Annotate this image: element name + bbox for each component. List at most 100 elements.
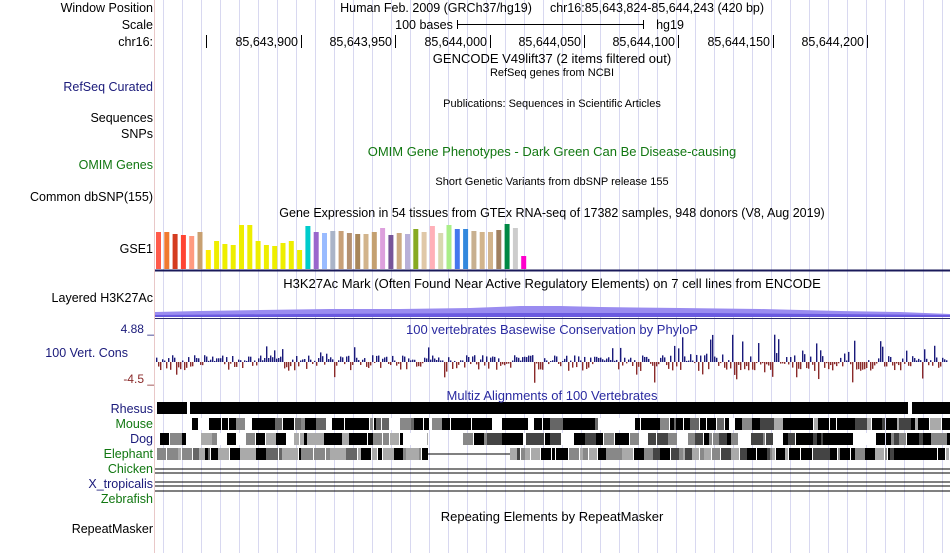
multiz-block-dog	[668, 433, 677, 445]
phylop-bar-positive	[616, 359, 618, 362]
phylop-bar-negative	[186, 362, 188, 368]
phylop-bar-positive	[644, 356, 646, 362]
phylop-bar-negative	[190, 362, 192, 367]
dbsnp-track-title[interactable]: Short Genetic Variants from dbSNP releas…	[435, 176, 669, 188]
phylop-bar-positive	[348, 355, 350, 362]
assembly-text: Human Feb. 2009 (GRCh37/hg19)	[340, 1, 532, 15]
phylop-bar-positive	[528, 355, 530, 362]
h3k27ac-track-title[interactable]: H3K27Ac Mark (Often Found Near Active Re…	[283, 276, 821, 291]
omim-track-label[interactable]: OMIM Genes	[78, 158, 153, 172]
gtex-bar	[496, 230, 502, 269]
multiz-block-mouse	[345, 418, 354, 430]
grid-line	[638, 0, 639, 553]
multiz-track-title[interactable]: Multiz Alignments of 100 Vertebrates	[446, 388, 658, 403]
multiz-block-mouse	[674, 418, 676, 430]
repeatmasker-track-title[interactable]: Repeating Elements by RepeatMasker	[440, 509, 664, 524]
phylop-bar-positive	[706, 353, 708, 362]
phylop-bar-negative	[406, 362, 408, 370]
phylop-bar-positive	[822, 356, 824, 362]
gtex-bar	[305, 226, 311, 269]
phylop-bar-positive	[206, 356, 208, 362]
phylop-bar-negative	[288, 362, 290, 371]
phylop-bar-positive	[466, 355, 468, 362]
gtex-track-title[interactable]: Gene Expression in 54 tissues from GTEx …	[279, 206, 825, 220]
multiz-block-mouse	[266, 418, 275, 430]
phylop-bar-positive	[682, 337, 684, 362]
gtex-bar	[322, 233, 327, 269]
multiz-block-dog	[639, 433, 648, 445]
multiz-block-dog	[665, 433, 668, 445]
multiz-species-dog[interactable]: Dog	[130, 432, 153, 446]
scale-label: Scale	[121, 18, 153, 32]
sequences-track-label[interactable]: Sequences	[90, 111, 153, 125]
gencode-track-title[interactable]: GENCODE V49lift37 (2 items filtered out)	[432, 51, 672, 66]
grid-line	[258, 0, 259, 553]
multiz-block-elephant	[801, 448, 808, 460]
multiz-block-mouse	[882, 418, 885, 430]
multiz-block-dog	[817, 433, 821, 445]
multiz-block-dog	[574, 433, 577, 445]
multiz-block-dog	[919, 433, 923, 445]
multiz-block-dog	[899, 433, 906, 445]
multiz-block-dog	[766, 433, 773, 445]
h3k27ac-track-label[interactable]: Layered H3K27Ac	[51, 291, 153, 305]
snps-track-label[interactable]: SNPs	[121, 127, 153, 141]
multiz-species-rhesus[interactable]: Rhesus	[110, 402, 153, 416]
refseq-track-title[interactable]: RefSeq genes from NCBI	[489, 67, 615, 79]
phylop-bar-positive	[642, 355, 644, 362]
multiz-species-chicken[interactable]: Chicken	[107, 462, 153, 476]
multiz-block-mouse	[790, 418, 792, 430]
multiz-block-dog	[256, 433, 265, 445]
phylop-bar-positive	[924, 349, 926, 362]
multiz-species-x-tropicalis[interactable]: X_tropicalis	[88, 477, 153, 491]
phylop-bar-positive	[846, 360, 848, 362]
multiz-block-dog	[923, 433, 931, 445]
refseq-track-label[interactable]: RefSeq Curated	[63, 80, 153, 94]
multiz-block-elephant	[336, 448, 346, 460]
multiz-block-dog	[939, 433, 947, 445]
dbsnp-track-label[interactable]: Common dbSNP(155)	[30, 190, 153, 204]
omim-track-title[interactable]: OMIM Gene Phenotypes - Dark Green Can Be…	[367, 144, 737, 159]
multiz-block-mouse	[841, 418, 849, 430]
phylop-bar-positive	[164, 360, 166, 362]
h3k27ac-signal-core	[155, 313, 950, 317]
multiz-block-mouse	[684, 418, 687, 430]
phylop-bar-positive	[934, 345, 936, 362]
grid-line	[733, 0, 734, 553]
phylop-bar-negative	[506, 362, 508, 364]
multiz-block-mouse	[921, 418, 929, 430]
multiz-species-zebrafish[interactable]: Zebrafish	[100, 492, 153, 506]
multiz-block-mouse	[370, 418, 373, 430]
multiz-block-mouse	[326, 418, 332, 430]
phylop-bar-positive	[604, 360, 606, 362]
phylop-track-label[interactable]: 100 Vert. Cons	[45, 346, 128, 360]
phylop-bar-positive	[562, 360, 564, 362]
phylop-bar-positive	[226, 357, 228, 362]
multiz-species-elephant[interactable]: Elephant	[103, 447, 153, 461]
phylop-bar-positive	[304, 359, 306, 362]
grid-line	[885, 0, 886, 553]
multiz-block-elephant	[875, 448, 884, 460]
phylop-bar-positive	[600, 357, 602, 362]
phylop-track-title[interactable]: 100 vertebrates Basewise Conservation by…	[406, 322, 698, 337]
phylop-bar-negative	[622, 362, 624, 366]
phylop-bar-positive	[816, 343, 818, 362]
phylop-bar-positive	[936, 357, 938, 362]
grid-line	[429, 0, 430, 553]
phylop-bar-negative	[640, 362, 642, 371]
repeatmasker-track-label[interactable]: RepeatMasker	[71, 522, 153, 536]
gtex-track-label[interactable]: GSE1	[119, 242, 153, 256]
multiz-block-elephant	[205, 448, 208, 460]
phylop-bar-positive	[634, 360, 636, 362]
grid-line	[372, 0, 373, 553]
multiz-block-mouse	[192, 418, 198, 430]
multiz-block-elephant	[406, 448, 413, 460]
multiz-species-mouse[interactable]: Mouse	[115, 417, 153, 431]
phylop-bar-positive	[270, 355, 272, 362]
multiz-block-elephant	[888, 448, 890, 460]
gtex-bar	[421, 232, 427, 269]
phylop-bar-negative	[324, 362, 326, 365]
publications-track-title[interactable]: Publications: Sequences in Scientific Ar…	[443, 98, 661, 110]
phylop-bar-negative	[336, 362, 338, 366]
gtex-bar	[380, 228, 386, 269]
